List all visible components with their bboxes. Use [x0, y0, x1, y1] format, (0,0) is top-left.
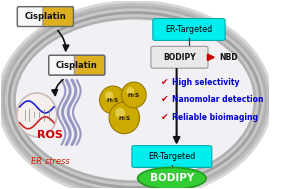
- Text: BODIPY: BODIPY: [150, 173, 194, 183]
- Circle shape: [122, 82, 146, 108]
- Text: H$_2$S: H$_2$S: [106, 97, 120, 105]
- Text: H$_2$S: H$_2$S: [127, 91, 140, 100]
- FancyBboxPatch shape: [151, 46, 208, 68]
- Text: ✔: ✔: [161, 95, 169, 105]
- Text: ER stress: ER stress: [31, 157, 70, 166]
- Text: Nanomolar detection: Nanomolar detection: [172, 95, 263, 105]
- Circle shape: [109, 102, 140, 134]
- Circle shape: [100, 86, 126, 114]
- Text: ROS: ROS: [37, 130, 63, 140]
- Text: Reliable bioimaging: Reliable bioimaging: [172, 113, 258, 122]
- Ellipse shape: [138, 167, 206, 189]
- Text: ✔: ✔: [161, 78, 169, 87]
- FancyBboxPatch shape: [153, 19, 225, 40]
- Text: ER-Targeted: ER-Targeted: [165, 25, 213, 34]
- Text: Cisplatin: Cisplatin: [56, 61, 98, 70]
- Circle shape: [115, 108, 125, 118]
- Text: NBD: NBD: [220, 53, 238, 62]
- Text: High selectivity: High selectivity: [172, 78, 239, 87]
- Text: ER-Targeted: ER-Targeted: [148, 152, 195, 161]
- Text: ✔: ✔: [161, 113, 169, 122]
- Circle shape: [126, 87, 134, 95]
- FancyBboxPatch shape: [74, 55, 105, 75]
- FancyBboxPatch shape: [43, 7, 73, 26]
- Ellipse shape: [17, 93, 57, 137]
- FancyBboxPatch shape: [132, 146, 212, 167]
- Text: BODIPY: BODIPY: [163, 53, 196, 62]
- Circle shape: [105, 91, 113, 100]
- Ellipse shape: [16, 19, 254, 180]
- Text: Cisplatin: Cisplatin: [25, 12, 66, 21]
- FancyBboxPatch shape: [17, 7, 48, 26]
- FancyBboxPatch shape: [49, 55, 79, 75]
- Text: H$_2$S: H$_2$S: [118, 114, 131, 123]
